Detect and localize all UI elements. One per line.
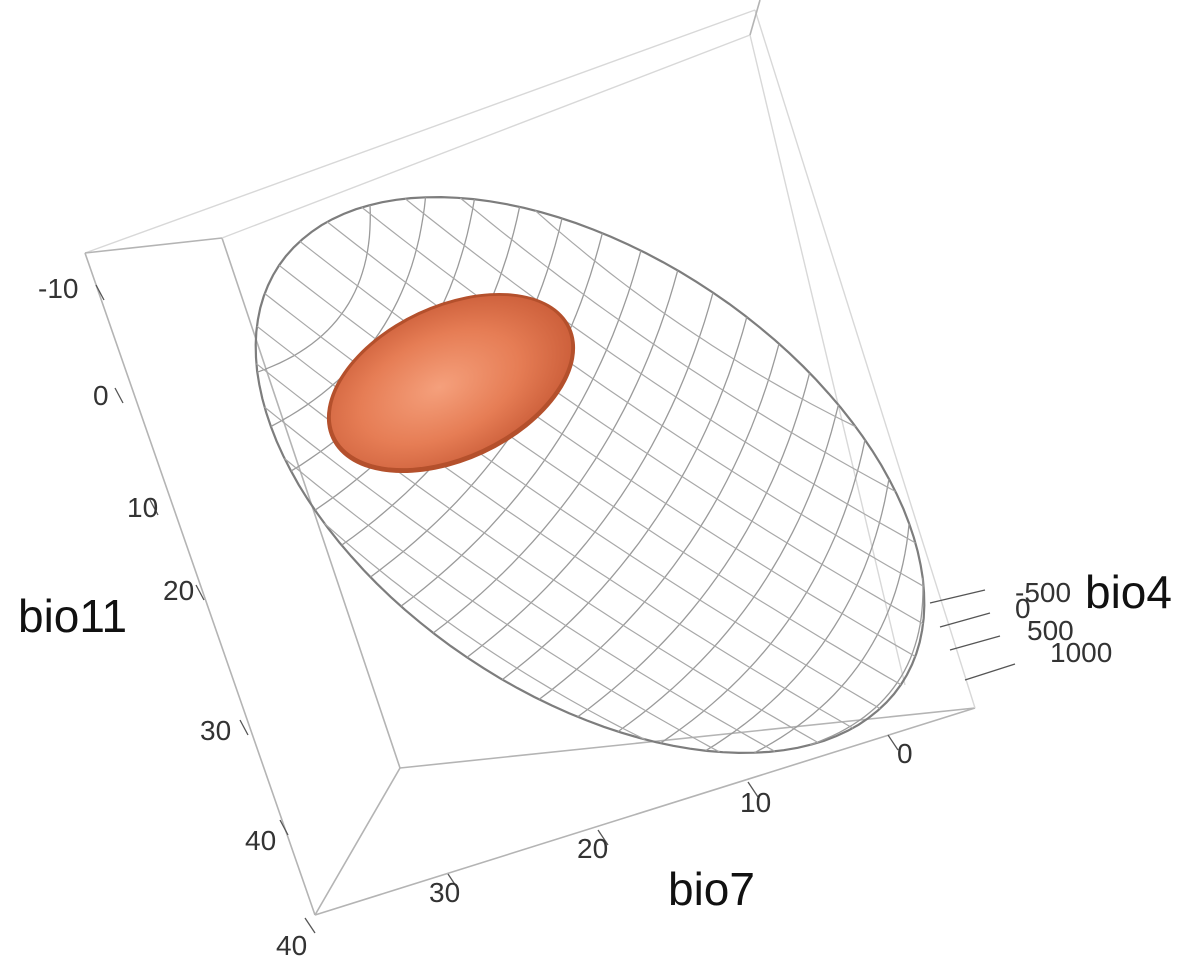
tick-label: 10 — [127, 492, 158, 523]
outer-ellipsoid-wireframe — [254, 195, 926, 755]
tick-label: 10 — [740, 787, 771, 818]
tick-label: 40 — [276, 930, 307, 961]
tick-label: 1000 — [1050, 637, 1112, 668]
bio11-axis-title: bio11 — [18, 590, 127, 642]
box-edge — [84, 237, 223, 254]
wireframe-parallel — [299, 240, 916, 658]
tick-mark — [929, 589, 986, 604]
box-edge — [314, 707, 976, 916]
bio4-axis-title: bio4 — [1085, 566, 1172, 618]
inner-ellipsoid — [326, 292, 576, 474]
box-edge — [314, 767, 401, 916]
wireframe-parallel — [361, 206, 924, 587]
wireframe-outline — [254, 195, 926, 755]
tick-mark — [239, 719, 249, 736]
tick-label: 500 — [1027, 615, 1074, 646]
wireframe-meridian — [754, 523, 910, 754]
wireframe-parallel — [264, 406, 776, 752]
box-edge — [84, 252, 316, 916]
tick-label: 0 — [93, 380, 109, 411]
tick-label: 30 — [200, 715, 231, 746]
tick-mark — [279, 819, 289, 836]
wireframe-meridian — [432, 270, 679, 634]
box-edge — [749, 0, 761, 36]
wireframe-meridian — [270, 197, 427, 428]
wireframe-parallel — [404, 198, 916, 544]
tick-mark — [447, 873, 459, 890]
wireframe-meridian — [257, 204, 371, 373]
tick-mark — [114, 387, 124, 404]
wireframe-meridian — [538, 343, 780, 700]
wireframe-meridian — [501, 316, 748, 681]
box-edge — [84, 9, 756, 254]
tick-label: 20 — [163, 575, 194, 606]
wireframe-meridian — [617, 404, 840, 733]
tick-label: -10 — [38, 273, 78, 304]
wireframe-parallel — [326, 221, 924, 625]
tick-label: -500 — [1015, 577, 1071, 608]
wireframe-parallel — [284, 458, 720, 753]
tick-label: 20 — [577, 833, 608, 864]
wireframe-meridian — [660, 439, 866, 744]
wireframe-parallel — [534, 210, 856, 428]
bounding-box — [84, 0, 976, 916]
wireframe-meridian — [705, 478, 890, 752]
tick-label: 0 — [897, 738, 913, 769]
tick-label: 40 — [245, 825, 276, 856]
tick-mark — [195, 584, 205, 601]
bio7-axis: 0 10 20 30 40 — [276, 734, 913, 961]
wireframe-parallel — [324, 522, 645, 740]
wireframe-meridian — [400, 250, 642, 607]
tick-label: 30 — [429, 877, 460, 908]
wireframe-meridian — [577, 372, 811, 718]
box-edge — [221, 34, 751, 239]
inner-ellipsoid-body — [330, 295, 572, 469]
tick-mark — [887, 734, 899, 751]
tick-mark — [949, 635, 1001, 651]
tick-mark — [95, 284, 105, 301]
tick-mark — [149, 499, 159, 516]
tick-mark — [597, 829, 609, 846]
wireframe-meridian — [466, 292, 714, 658]
wireframe-parallel — [459, 197, 896, 493]
bio7-axis-title: bio7 — [668, 863, 755, 915]
tick-label: 0 — [1015, 593, 1031, 624]
box-edge — [749, 34, 906, 686]
tick-mark — [939, 612, 991, 628]
bio11-axis: -10 0 10 20 30 40 — [38, 273, 289, 856]
wireframe-parallel — [278, 264, 902, 686]
tick-mark — [747, 781, 759, 798]
tick-mark — [304, 917, 316, 934]
tick-mark — [964, 663, 1016, 681]
box-edge — [754, 9, 976, 709]
box-edge — [399, 707, 976, 769]
